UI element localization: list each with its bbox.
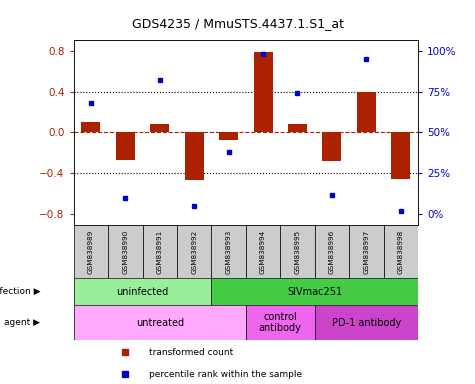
- Text: infection ▶: infection ▶: [0, 287, 40, 296]
- Text: SIVmac251: SIVmac251: [287, 287, 342, 297]
- Bar: [211, 225, 246, 278]
- Text: GSM838996: GSM838996: [329, 229, 335, 274]
- Bar: [288, 124, 307, 132]
- Text: GSM838998: GSM838998: [398, 229, 404, 274]
- Bar: [314, 305, 418, 340]
- Bar: [323, 132, 342, 161]
- Text: transformed count: transformed count: [149, 348, 234, 357]
- Bar: [116, 132, 135, 160]
- Bar: [81, 122, 100, 132]
- Text: percentile rank within the sample: percentile rank within the sample: [149, 370, 303, 379]
- Bar: [211, 278, 418, 305]
- Bar: [142, 225, 177, 278]
- Text: GSM838997: GSM838997: [363, 229, 370, 274]
- Bar: [349, 225, 384, 278]
- Text: agent ▶: agent ▶: [4, 318, 40, 327]
- Text: GSM838994: GSM838994: [260, 229, 266, 274]
- Bar: [314, 225, 349, 278]
- Text: GSM838995: GSM838995: [294, 229, 301, 274]
- Bar: [246, 225, 280, 278]
- Text: GSM838993: GSM838993: [226, 229, 232, 274]
- Bar: [74, 278, 211, 305]
- Bar: [177, 225, 211, 278]
- Bar: [246, 305, 314, 340]
- Text: GSM838992: GSM838992: [191, 229, 197, 274]
- Bar: [108, 225, 142, 278]
- Text: untreated: untreated: [136, 318, 184, 328]
- Text: GSM838989: GSM838989: [88, 229, 94, 274]
- Bar: [280, 225, 314, 278]
- Bar: [185, 132, 204, 180]
- Bar: [74, 305, 246, 340]
- Bar: [150, 124, 169, 132]
- Text: GSM838991: GSM838991: [157, 229, 163, 274]
- Bar: [254, 51, 273, 132]
- Bar: [384, 225, 418, 278]
- Text: GSM838990: GSM838990: [122, 229, 128, 274]
- Bar: [74, 225, 108, 278]
- Text: uninfected: uninfected: [116, 287, 169, 297]
- Text: PD-1 antibody: PD-1 antibody: [332, 318, 401, 328]
- Bar: [357, 91, 376, 132]
- Text: control
antibody: control antibody: [259, 312, 302, 333]
- Bar: [391, 132, 410, 179]
- Bar: [219, 132, 238, 140]
- Text: GDS4235 / MmuSTS.4437.1.S1_at: GDS4235 / MmuSTS.4437.1.S1_at: [132, 17, 343, 30]
